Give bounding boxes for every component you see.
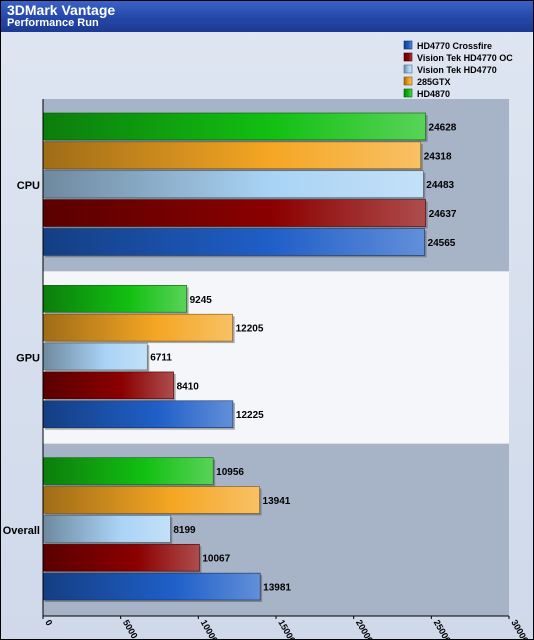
data-label: 8410 bbox=[177, 381, 200, 392]
bar bbox=[42, 543, 200, 572]
bar bbox=[42, 313, 233, 342]
bar bbox=[42, 228, 425, 256]
legend-label: HD4870 bbox=[417, 89, 450, 99]
chart-subtitle: Performance Run bbox=[7, 17, 99, 29]
legend-label: Vision Tek HD4770 OC bbox=[417, 53, 513, 63]
legend-label: HD4770 Crossfire bbox=[417, 41, 492, 51]
x-tick-label: 0 bbox=[43, 618, 54, 627]
bar bbox=[42, 141, 422, 170]
x-tick-label: 30000 bbox=[509, 618, 530, 639]
data-label: 13981 bbox=[263, 583, 291, 594]
data-label: 10067 bbox=[202, 554, 230, 565]
x-tick-label: 20000 bbox=[354, 618, 375, 639]
legend-swatch bbox=[403, 64, 413, 74]
data-label: 12205 bbox=[236, 324, 264, 335]
legend-swatch bbox=[403, 40, 413, 50]
data-label: 10956 bbox=[216, 467, 244, 478]
data-label: 9245 bbox=[190, 295, 213, 306]
category-label: CPU bbox=[17, 180, 40, 192]
bar bbox=[42, 112, 426, 141]
legend-label: 285GTX bbox=[417, 77, 451, 87]
bar bbox=[42, 199, 426, 227]
bar bbox=[42, 486, 260, 514]
x-tick-label: 15000 bbox=[276, 618, 297, 639]
bar bbox=[42, 457, 214, 485]
category-label: GPU bbox=[16, 353, 40, 365]
bar bbox=[42, 285, 187, 313]
x-tick-label: 25000 bbox=[432, 618, 453, 639]
legend-label: Vision Tek HD4770 bbox=[417, 65, 497, 75]
bar bbox=[42, 371, 174, 400]
bar bbox=[42, 170, 424, 198]
data-label: 8199 bbox=[173, 525, 196, 536]
bar bbox=[42, 572, 261, 601]
legend-swatch bbox=[403, 88, 413, 98]
data-label: 24628 bbox=[429, 122, 457, 133]
data-label: 24483 bbox=[426, 180, 454, 191]
category-label: Overall bbox=[3, 525, 40, 537]
bar bbox=[42, 515, 171, 543]
data-label: 13941 bbox=[263, 496, 291, 507]
data-label: 24565 bbox=[428, 238, 456, 249]
legend-swatch bbox=[403, 76, 413, 86]
x-tick-label: 10000 bbox=[199, 618, 220, 639]
x-tick-label: 5000 bbox=[121, 618, 140, 639]
data-label: 6711 bbox=[150, 353, 172, 364]
bar bbox=[42, 342, 148, 371]
data-label: 24318 bbox=[424, 151, 452, 162]
title-bar: 3DMark Vantage Performance Run bbox=[1, 1, 533, 32]
data-label: 12225 bbox=[236, 410, 264, 421]
data-label: 24637 bbox=[429, 209, 457, 220]
bar bbox=[42, 400, 234, 428]
legend-swatch bbox=[403, 52, 413, 62]
chart-title: 3DMark Vantage bbox=[7, 2, 116, 18]
